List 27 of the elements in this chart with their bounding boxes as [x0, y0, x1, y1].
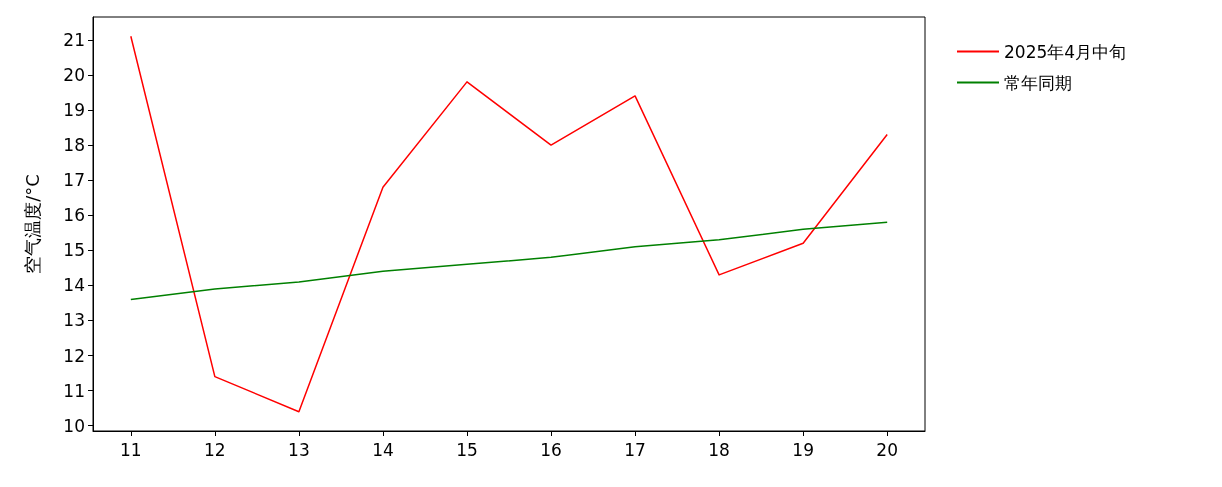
y-tick-label: 19	[63, 99, 85, 120]
x-tick-label: 19	[792, 439, 814, 460]
x-tick-label: 13	[288, 439, 310, 460]
x-tick-label: 14	[372, 439, 394, 460]
y-tick-label: 11	[63, 380, 85, 401]
y-tick-label: 15	[63, 240, 85, 261]
x-tick-label: 11	[120, 439, 142, 460]
y-tick-label: 13	[63, 310, 85, 331]
x-tick-label: 16	[540, 439, 562, 460]
y-tick-label: 17	[63, 170, 85, 191]
y-axis-title: 空气温度/°C	[21, 174, 43, 274]
legend-label: 常年同期	[1004, 72, 1072, 93]
y-tick-label: 12	[63, 345, 85, 366]
y-tick-label: 16	[63, 205, 85, 226]
x-tick-label: 17	[624, 439, 646, 460]
x-tick-label: 15	[456, 439, 478, 460]
legend-label: 2025年4月中旬	[1004, 41, 1127, 62]
x-tick-label: 18	[708, 439, 730, 460]
line-series	[130, 221, 888, 301]
x-tick-label: 20	[876, 439, 898, 460]
y-tick-label: 10	[63, 415, 85, 436]
y-tick-label: 21	[63, 29, 85, 50]
y-tick-label: 14	[63, 275, 85, 296]
line-series	[130, 35, 888, 413]
y-tick-label: 20	[63, 64, 85, 85]
x-tick-label: 12	[204, 439, 226, 460]
y-tick-label: 18	[63, 135, 85, 156]
